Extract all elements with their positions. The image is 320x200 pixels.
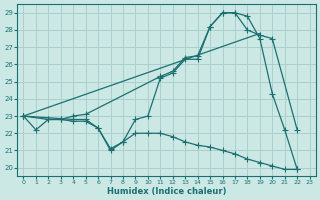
X-axis label: Humidex (Indice chaleur): Humidex (Indice chaleur)	[107, 187, 226, 196]
